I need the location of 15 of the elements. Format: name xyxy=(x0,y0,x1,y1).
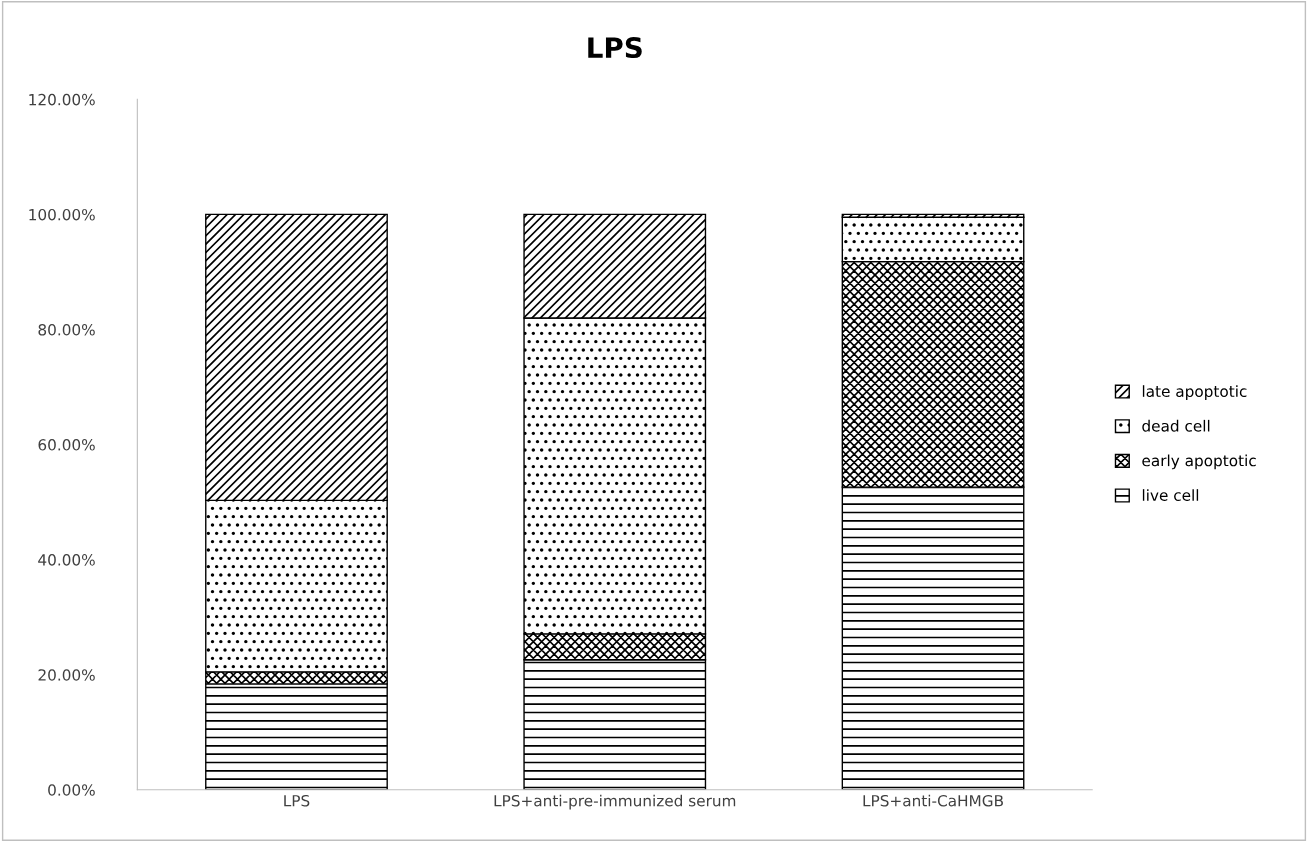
y-tick-label: 20.00% xyxy=(38,669,95,681)
x-tick-label: LPS+anti-pre-immunized serum xyxy=(494,794,736,810)
y-tick-label: 120.00% xyxy=(29,93,95,106)
y-tick-label: 60.00% xyxy=(38,439,95,451)
legend-label: early apoptotic xyxy=(1142,454,1256,470)
y-tick-label: 100.00% xyxy=(29,208,95,221)
chart-title: LPS xyxy=(588,37,642,59)
x-tick-label: LPS xyxy=(284,794,310,807)
legend-label: late apoptotic xyxy=(1142,385,1247,400)
y-tick-label: 40.00% xyxy=(38,554,95,566)
x-tick-label: LPS+anti-CaHMGB xyxy=(863,794,1003,807)
legend-label: live cell xyxy=(1142,489,1199,501)
y-tick-label: 0.00% xyxy=(48,784,95,796)
legend-label: dead cell xyxy=(1142,419,1210,432)
y-tick-label: 80.00% xyxy=(38,323,95,336)
